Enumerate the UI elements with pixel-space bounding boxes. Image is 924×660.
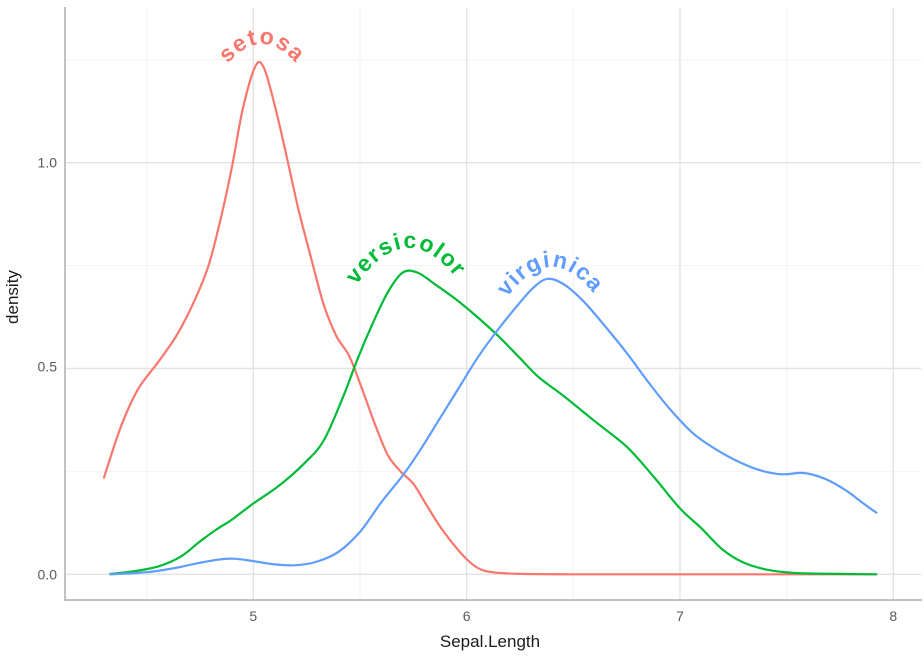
density-curve-setosa <box>102 60 878 576</box>
axis-lines <box>64 7 922 601</box>
y-axis-tick-labels: 0.0 0.5 1.0 <box>38 155 58 583</box>
y-tick-0.5: 0.5 <box>38 359 58 375</box>
y-axis-title: density <box>3 270 22 324</box>
x-axis-tick-labels: 5 6 7 8 <box>249 608 897 624</box>
y-tick-1.0: 1.0 <box>38 155 58 171</box>
density-curves <box>102 60 878 576</box>
chart-panel <box>66 8 921 600</box>
x-tick-6: 6 <box>463 608 471 624</box>
x-tick-7: 7 <box>676 608 684 624</box>
density-curve-versicolor <box>109 269 878 576</box>
x-tick-8: 8 <box>889 608 897 624</box>
x-axis-title: Sepal.Length <box>440 632 540 651</box>
y-tick-0.0: 0.0 <box>38 566 58 582</box>
grid-major <box>66 8 921 599</box>
density-curve-virginica <box>109 277 878 576</box>
x-tick-5: 5 <box>249 608 257 624</box>
